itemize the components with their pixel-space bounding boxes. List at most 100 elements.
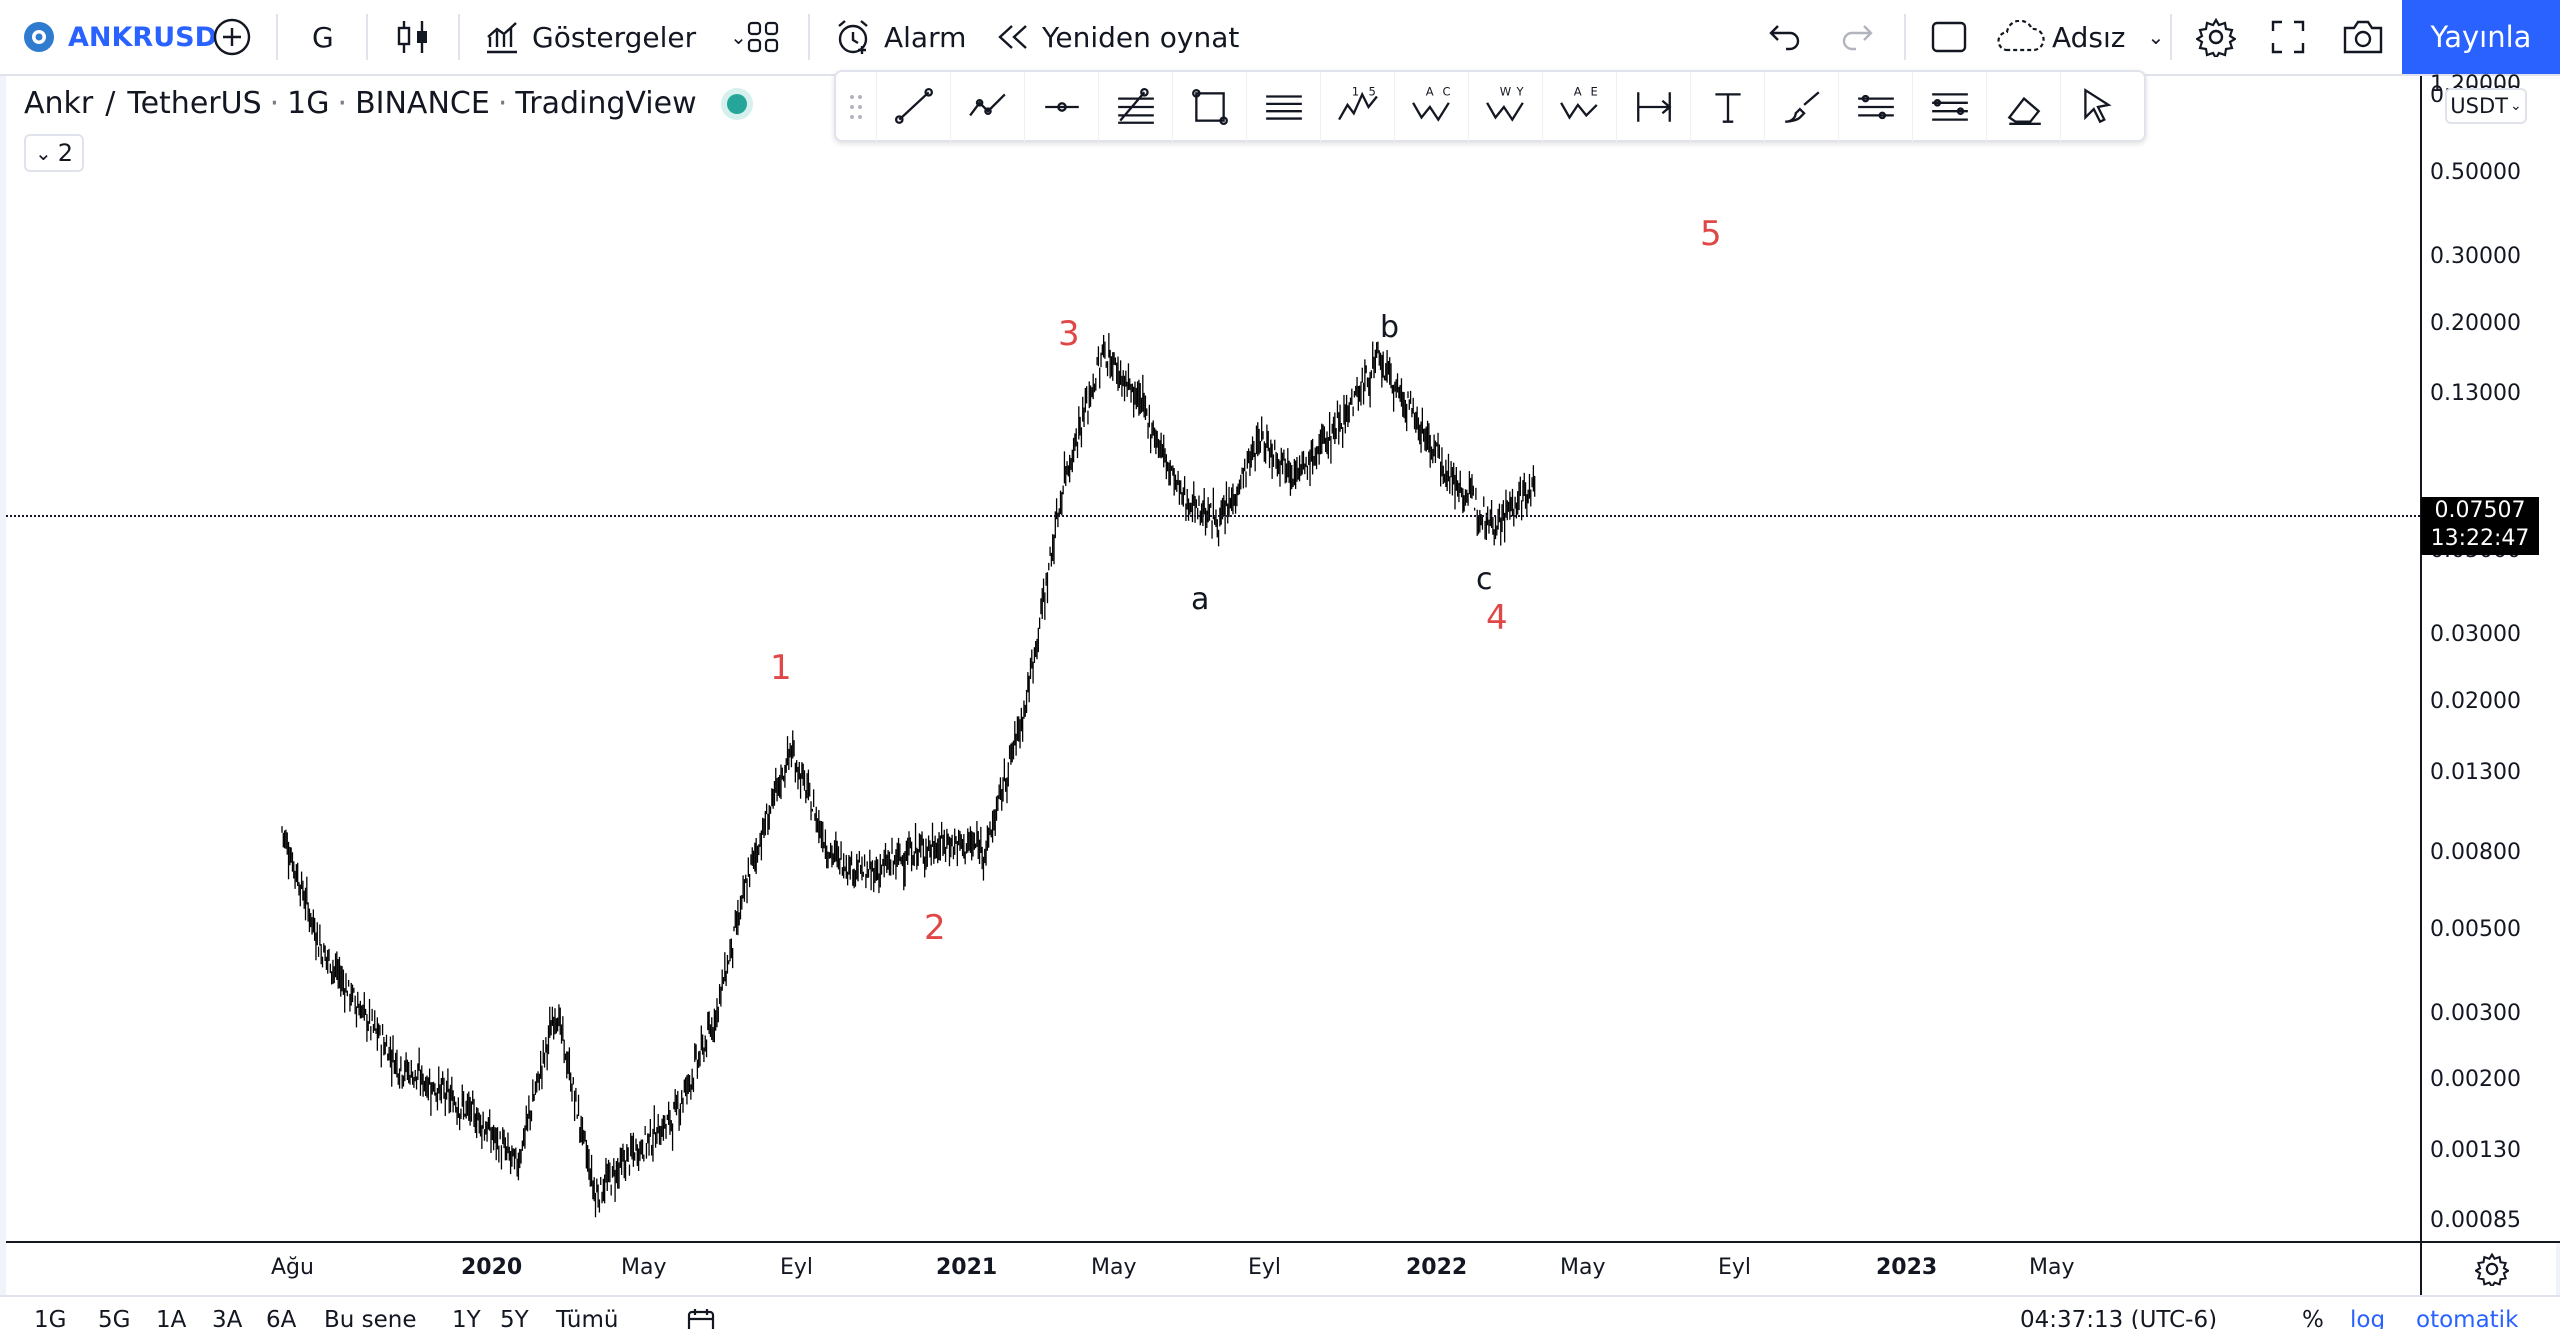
wave-label-c[interactable]: c [1476,562,1493,597]
clock-label[interactable]: 04:37:13 (UTC-6) [2020,1307,2218,1329]
drag-handle[interactable] [836,72,876,142]
layouts-button[interactable] [746,0,780,74]
legend-interval: 1G [287,86,330,121]
interval-label: G [312,20,334,54]
indicators-collapse-button[interactable]: ⌄ 2 [24,134,84,172]
fib-retracement-tool[interactable] [1098,72,1173,142]
range-button[interactable]: 6A [266,1307,297,1329]
price-tick-label: 0.00300 [2430,1000,2521,1026]
ankr-logo-icon [24,22,54,52]
symbol-label: ANKRUSD [68,21,217,53]
undo-icon [1769,25,1800,51]
price-tick-label: 0.20000 [2430,310,2521,336]
toolbar-separator [458,14,460,60]
wave-label-a[interactable]: a [1191,582,1210,617]
wave-label-3[interactable]: 3 [1058,314,1080,354]
wave-label-5[interactable]: 5 [1700,214,1722,254]
rectangle-tool[interactable] [1172,72,1247,142]
time-axis[interactable]: Ağu 2020 May Eyl 2021 May Eyl 2022 May Eyl 2023 May [6,1241,2420,1295]
symbol-search[interactable]: ANKRUSD [20,0,217,74]
chevron-down-icon[interactable]: ⌄ [730,25,747,49]
trend-line-icon [894,87,934,124]
add-circle-icon [213,18,251,56]
svg-text:5: 5 [1369,86,1376,98]
eraser-tool[interactable] [1986,72,2061,142]
log-toggle[interactable]: log [2350,1307,2386,1329]
chart-pane[interactable] [6,76,2420,1241]
wave-label-2[interactable]: 2 [924,908,946,948]
chevron-down-icon[interactable]: ⌄ [2147,25,2165,49]
price-chart[interactable] [6,76,2420,1241]
chart-type-button[interactable] [396,0,430,74]
legend-exchange: BINANCE [355,86,490,121]
cursor-tool[interactable] [2060,72,2135,142]
symbol-legend[interactable]: Ankr / TetherUS · 1G · BINANCE · Trading… [24,86,747,121]
measure-range-icon [1637,92,1672,122]
time-tick-label: 2023 [1876,1255,1938,1280]
range-button[interactable]: 5Y [500,1307,529,1329]
last-price-line [6,515,2420,517]
redo-button[interactable] [1840,0,1874,74]
cursor-icon [2084,88,2112,124]
parallel-lines-icon [1266,95,1302,120]
replay-button[interactable]: Yeniden oynat [996,0,1239,74]
undo-button[interactable] [1768,0,1802,74]
fullscreen-button[interactable] [2270,0,2306,74]
wave-label-1[interactable]: 1 [770,648,792,688]
range-button[interactable]: 3A [212,1307,243,1329]
parallel-lines-tool[interactable] [1246,72,1321,142]
measure-range-tool[interactable] [1616,72,1691,142]
indicators-button[interactable]: Göstergeler ⌄ [484,0,747,74]
rectangle-icon [1192,89,1228,125]
range-button[interactable]: 5G [98,1307,131,1329]
horizontal-lines-tool[interactable] [1838,72,1913,142]
wave-label-4[interactable]: 4 [1486,598,1508,638]
price-tick-label: 0.00130 [2430,1138,2521,1164]
trend-line-tool[interactable] [876,72,951,142]
redo-icon [1842,25,1873,51]
time-tick-label: Eyl [780,1255,814,1280]
alarm-button[interactable]: Alarm [834,0,966,74]
price-tick-label: 0.13000 [2430,381,2521,407]
time-tick-label: Eyl [1718,1255,1752,1280]
interval-button[interactable]: G [312,0,334,74]
list-lines-tool[interactable] [1912,72,1987,142]
price-tick-label: 0.03000 [2430,622,2521,648]
brush-tool[interactable] [1764,72,1839,142]
percent-toggle[interactable]: % [2302,1307,2324,1329]
range-button[interactable]: Tümü [556,1307,619,1329]
range-button[interactable]: 1G [34,1307,67,1329]
replay-label: Yeniden oynat [1042,20,1240,54]
list-lines-icon [1932,93,1968,121]
toolbar-separator [808,14,810,60]
range-button[interactable]: Bu sene [324,1307,417,1329]
axis-settings-button[interactable] [2420,1241,2560,1295]
time-tick-label: 2022 [1406,1255,1468,1280]
currency-select[interactable]: USDT ⌄ [2445,88,2527,124]
range-button[interactable]: 1Y [452,1307,481,1329]
price-tick-label: 0.00500 [2430,916,2521,942]
date-range-button[interactable] [686,1307,716,1329]
price-axis[interactable]: 1.200000.800000.500000.300000.200000.130… [2420,72,2560,1241]
fullscreen-icon [2271,20,2305,54]
text-tool[interactable] [1690,72,1765,142]
wave-label-b[interactable]: b [1380,310,1400,345]
path-tool[interactable] [950,72,1025,142]
layout-name-button[interactable]: Adsız ⌄ [1996,0,2164,74]
publish-button[interactable]: Yayınla [2402,0,2560,74]
range-button[interactable]: 1A [156,1307,187,1329]
screenshot-button[interactable] [2342,0,2384,74]
settings-button[interactable] [2196,0,2236,74]
horizontal-ray-tool[interactable] [1024,72,1099,142]
compare-button[interactable] [212,0,252,74]
auto-scale-toggle[interactable]: otomatik [2416,1307,2519,1329]
toolbar-separator [1904,14,1906,60]
indicators-icon [487,22,517,54]
fullscreen-layout-button[interactable] [1930,0,1968,74]
